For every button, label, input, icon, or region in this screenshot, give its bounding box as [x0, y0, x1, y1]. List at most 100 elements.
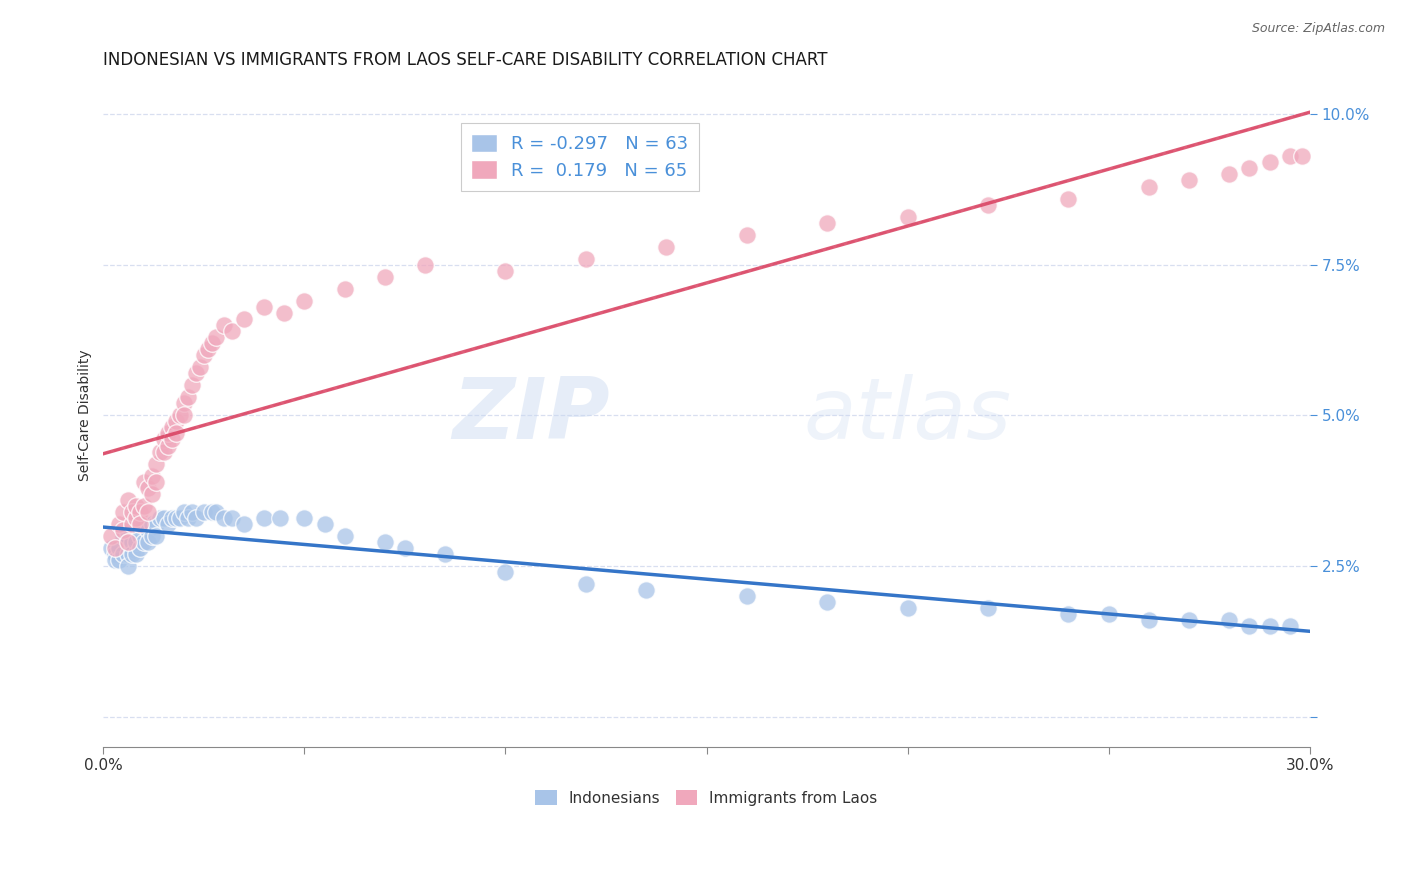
Point: [1098, 607, 1121, 622]
Point: [1178, 613, 1201, 627]
Point: [221, 510, 243, 524]
Point: [180, 378, 202, 392]
Point: [132, 475, 155, 489]
Point: [1218, 613, 1240, 627]
Point: [575, 577, 598, 591]
Point: [169, 510, 191, 524]
Point: [434, 547, 457, 561]
Point: [188, 360, 211, 375]
Point: [112, 505, 135, 519]
Point: [132, 516, 155, 531]
Point: [145, 475, 167, 489]
Point: [205, 330, 228, 344]
Point: [314, 516, 336, 531]
Point: [1057, 607, 1080, 622]
Point: [108, 516, 131, 531]
Point: [121, 505, 143, 519]
Point: [735, 589, 758, 603]
Y-axis label: Self-Care Disability: Self-Care Disability: [79, 350, 93, 481]
Legend: Indonesians, Immigrants from Laos: Indonesians, Immigrants from Laos: [529, 784, 884, 812]
Text: Source: ZipAtlas.com: Source: ZipAtlas.com: [1251, 22, 1385, 36]
Point: [1137, 179, 1160, 194]
Point: [333, 282, 356, 296]
Point: [221, 324, 243, 338]
Point: [117, 492, 139, 507]
Point: [815, 595, 838, 609]
Point: [152, 433, 174, 447]
Point: [977, 601, 1000, 615]
Point: [160, 433, 183, 447]
Point: [160, 420, 183, 434]
Text: ZIP: ZIP: [453, 374, 610, 457]
Point: [156, 426, 179, 441]
Point: [394, 541, 416, 555]
Point: [145, 516, 167, 531]
Point: [112, 547, 135, 561]
Point: [108, 553, 131, 567]
Point: [104, 547, 127, 561]
Point: [233, 516, 256, 531]
Point: [735, 227, 758, 242]
Point: [141, 486, 163, 500]
Point: [128, 529, 150, 543]
Point: [141, 516, 163, 531]
Point: [104, 541, 127, 555]
Point: [413, 258, 436, 272]
Point: [269, 510, 291, 524]
Point: [1239, 619, 1261, 633]
Point: [112, 529, 135, 543]
Point: [121, 534, 143, 549]
Point: [1278, 619, 1301, 633]
Point: [145, 457, 167, 471]
Point: [141, 468, 163, 483]
Point: [495, 565, 517, 579]
Point: [374, 269, 396, 284]
Point: [177, 510, 200, 524]
Point: [100, 529, 122, 543]
Point: [100, 541, 122, 555]
Point: [121, 516, 143, 531]
Point: [128, 516, 150, 531]
Point: [152, 510, 174, 524]
Text: INDONESIAN VS IMMIGRANTS FROM LAOS SELF-CARE DISABILITY CORRELATION CHART: INDONESIAN VS IMMIGRANTS FROM LAOS SELF-…: [104, 51, 828, 69]
Point: [1137, 613, 1160, 627]
Point: [193, 348, 215, 362]
Point: [156, 438, 179, 452]
Point: [136, 505, 159, 519]
Point: [149, 510, 172, 524]
Point: [897, 601, 920, 615]
Point: [1258, 619, 1281, 633]
Point: [197, 342, 219, 356]
Point: [160, 510, 183, 524]
Point: [333, 529, 356, 543]
Point: [1239, 161, 1261, 176]
Point: [212, 510, 235, 524]
Point: [132, 499, 155, 513]
Point: [124, 510, 146, 524]
Point: [205, 505, 228, 519]
Point: [294, 510, 316, 524]
Point: [212, 318, 235, 332]
Point: [117, 534, 139, 549]
Point: [655, 240, 678, 254]
Point: [184, 510, 207, 524]
Point: [121, 547, 143, 561]
Point: [201, 336, 224, 351]
Point: [815, 216, 838, 230]
Point: [253, 300, 276, 314]
Point: [977, 197, 1000, 211]
Point: [112, 523, 135, 537]
Point: [173, 409, 195, 423]
Point: [193, 505, 215, 519]
Point: [1258, 155, 1281, 169]
Point: [201, 505, 224, 519]
Point: [374, 534, 396, 549]
Point: [177, 390, 200, 404]
Point: [1218, 168, 1240, 182]
Point: [156, 516, 179, 531]
Point: [117, 547, 139, 561]
Text: atlas: atlas: [803, 374, 1011, 457]
Point: [149, 444, 172, 458]
Point: [575, 252, 598, 266]
Point: [173, 396, 195, 410]
